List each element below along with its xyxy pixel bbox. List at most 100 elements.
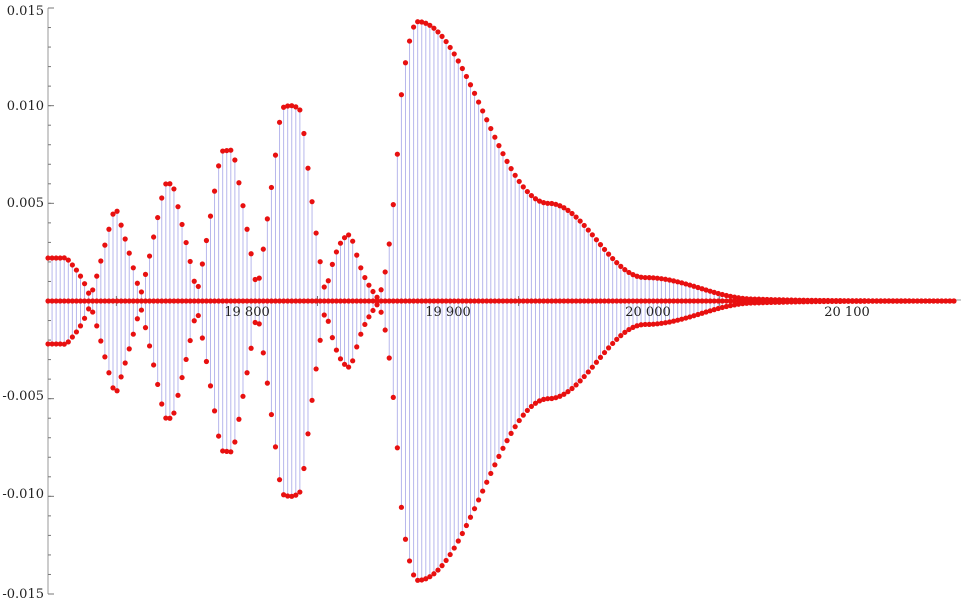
data-point-axis bbox=[402, 298, 409, 304]
data-point-axis bbox=[382, 298, 388, 304]
data-point-lower bbox=[715, 305, 721, 312]
data-point-lower bbox=[285, 493, 291, 499]
data-point-lower bbox=[488, 470, 494, 477]
data-point-upper bbox=[45, 255, 51, 261]
data-point-lower bbox=[248, 345, 254, 351]
data-point-axis bbox=[130, 298, 136, 304]
data-point-upper bbox=[122, 236, 128, 242]
data-point-axis bbox=[53, 298, 59, 304]
data-point-axis bbox=[81, 298, 88, 304]
data-point-lower bbox=[508, 430, 514, 436]
data-point-axis bbox=[187, 298, 193, 304]
data-point-lower bbox=[646, 321, 652, 327]
data-point-upper bbox=[61, 255, 67, 261]
data-point-axis bbox=[638, 298, 644, 304]
data-point-axis bbox=[691, 298, 697, 304]
data-point-upper bbox=[171, 186, 177, 192]
data-point-lower bbox=[126, 346, 132, 352]
data-point-upper bbox=[53, 255, 59, 261]
data-point-axis bbox=[341, 298, 348, 304]
data-point-upper bbox=[98, 258, 104, 264]
data-point-upper bbox=[565, 207, 571, 213]
data-point-axis bbox=[788, 298, 795, 304]
data-point-upper bbox=[228, 147, 234, 153]
data-point-lower bbox=[658, 320, 665, 326]
data-point-axis bbox=[65, 298, 71, 304]
data-point-axis bbox=[471, 298, 478, 304]
data-point-lower bbox=[480, 488, 486, 494]
data-point-lower bbox=[171, 410, 177, 416]
data-point-axis bbox=[614, 298, 620, 304]
data-point-lower bbox=[476, 497, 482, 503]
data-point-lower bbox=[256, 321, 262, 327]
data-point-axis bbox=[500, 298, 506, 304]
data-point-upper bbox=[317, 259, 323, 265]
data-point-upper bbox=[285, 103, 291, 109]
data-point-axis bbox=[248, 298, 254, 304]
data-point-axis bbox=[784, 298, 790, 304]
data-point-upper bbox=[524, 188, 530, 195]
data-point-lower bbox=[73, 329, 80, 335]
data-point-axis bbox=[930, 298, 937, 304]
data-point-axis bbox=[114, 298, 120, 304]
data-point-lower bbox=[670, 318, 677, 324]
data-point-axis bbox=[146, 298, 153, 304]
data-point-lower bbox=[463, 522, 470, 529]
data-point-upper bbox=[557, 203, 563, 209]
data-point-axis bbox=[110, 298, 116, 304]
data-point-axis bbox=[670, 298, 677, 304]
data-point-axis bbox=[252, 298, 258, 304]
data-point-upper bbox=[630, 272, 636, 278]
data-point-upper bbox=[86, 290, 92, 296]
data-point-axis bbox=[435, 298, 441, 304]
data-point-axis bbox=[94, 298, 100, 304]
data-point-lower bbox=[260, 350, 266, 356]
data-point-upper bbox=[366, 282, 372, 288]
data-point-lower bbox=[146, 343, 153, 349]
data-point-upper bbox=[341, 235, 348, 241]
data-point-axis bbox=[683, 298, 689, 304]
data-point-upper bbox=[480, 108, 486, 114]
data-point-lower bbox=[427, 574, 433, 580]
data-point-lower bbox=[727, 303, 734, 309]
data-point-axis bbox=[484, 298, 490, 304]
data-point-axis bbox=[874, 298, 880, 304]
data-point-upper bbox=[236, 180, 242, 186]
data-point-lower bbox=[151, 362, 157, 368]
y-tick-label: 0.010 bbox=[7, 99, 44, 114]
data-point-upper bbox=[90, 287, 96, 293]
data-point-upper bbox=[134, 280, 140, 286]
data-point-upper bbox=[654, 275, 660, 281]
data-point-lower bbox=[207, 383, 214, 389]
data-point-axis bbox=[528, 298, 535, 304]
data-point-lower bbox=[240, 393, 246, 399]
data-point-axis bbox=[406, 298, 413, 304]
data-point-axis bbox=[914, 298, 920, 304]
data-point-axis bbox=[772, 298, 778, 304]
data-point-axis bbox=[857, 298, 864, 304]
data-point-axis bbox=[480, 298, 486, 304]
data-point-lower bbox=[610, 340, 616, 347]
data-point-axis bbox=[939, 298, 945, 304]
data-point-upper bbox=[484, 117, 490, 123]
data-point-axis bbox=[825, 298, 831, 304]
data-point-upper bbox=[264, 216, 270, 222]
data-point-upper bbox=[549, 200, 555, 207]
data-point-upper bbox=[65, 257, 71, 263]
data-point-lower bbox=[605, 345, 612, 351]
data-point-upper bbox=[130, 265, 136, 271]
data-point-upper bbox=[138, 289, 145, 295]
data-point-axis bbox=[642, 298, 648, 304]
data-point-lower bbox=[447, 551, 453, 558]
data-point-axis bbox=[370, 298, 376, 304]
data-point-axis bbox=[536, 298, 543, 304]
y-tick-label: -0.005 bbox=[2, 389, 44, 404]
x-tick-label: 20 000 bbox=[625, 305, 671, 320]
data-point-axis bbox=[800, 298, 807, 304]
data-point-axis bbox=[727, 298, 734, 304]
data-point-lower bbox=[406, 558, 413, 564]
data-point-lower bbox=[492, 462, 498, 468]
data-point-lower bbox=[496, 453, 502, 459]
data-point-axis bbox=[581, 298, 587, 304]
data-point-lower bbox=[191, 318, 197, 324]
